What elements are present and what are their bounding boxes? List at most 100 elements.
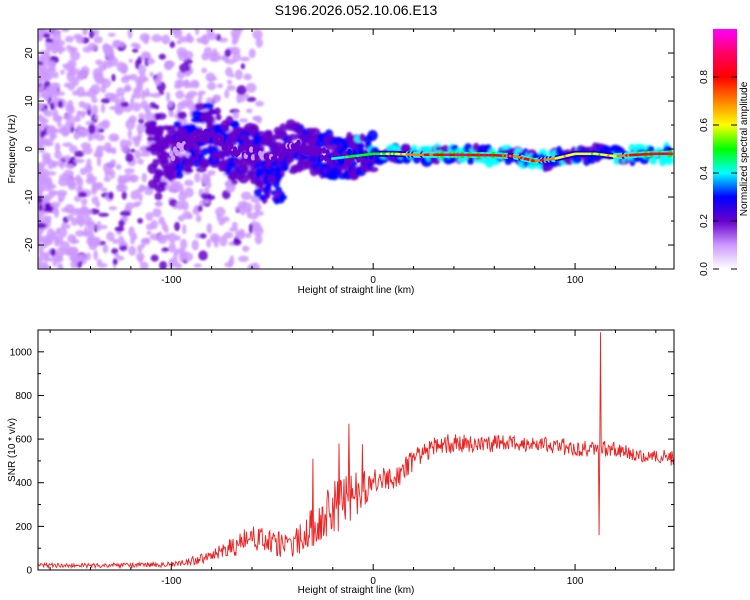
heatmap-halo-blob <box>213 107 221 115</box>
heatmap-noise-blob <box>201 34 210 46</box>
heatmap-noise-blob <box>184 93 195 100</box>
heatmap-noise-blob <box>240 191 252 201</box>
heatmap-noise-blob <box>206 97 213 105</box>
heatmap-noise-blob <box>147 57 156 65</box>
heatmap-noise-blob <box>62 142 73 148</box>
heatmap-noise-blob <box>46 126 57 137</box>
heatmap-noise-blob <box>142 77 149 82</box>
heatmap-noise-blob <box>130 235 135 245</box>
heatmap-y-tick-label: -10 <box>24 189 35 204</box>
heatmap-noise-blob <box>143 104 152 113</box>
heatmap-noise-blob <box>67 163 75 170</box>
heatmap-noise-blob <box>92 183 104 189</box>
heatmap-halo-blob <box>258 194 266 201</box>
heatmap-noise-blob <box>106 171 113 176</box>
heatmap-noise-blob <box>41 152 51 160</box>
snr-y-tick-label: 0 <box>26 566 32 577</box>
heatmap-noise-blob <box>68 256 77 261</box>
heatmap-noise-blob <box>88 123 96 135</box>
heatmap-halo-blob <box>199 158 210 169</box>
heatmap-noise-blob <box>120 210 131 217</box>
heatmap-noise-blob <box>169 41 176 48</box>
heatmap-noise-blob <box>77 191 88 198</box>
heatmap-halo-blob <box>169 169 179 180</box>
heatmap-noise-blob <box>206 82 217 91</box>
heatmap-noise-blob <box>64 35 74 43</box>
snr-y-tick-label: 200 <box>15 522 32 533</box>
heatmap-noise-blob <box>76 86 85 98</box>
heatmap-noise-blob <box>108 92 116 101</box>
heatmap-noise-blob <box>73 176 79 181</box>
heatmap-ridge-cell <box>345 156 350 164</box>
heatmap-noise-blob <box>172 180 182 191</box>
heatmap-noise-blob <box>242 245 250 252</box>
heatmap-noise-blob <box>127 29 133 39</box>
heatmap-ylabel: Frequency (Hz) <box>7 115 18 184</box>
heatmap-noise-blob <box>254 234 263 245</box>
heatmap-noise-blob <box>174 221 181 232</box>
heatmap-noise-blob <box>165 91 171 102</box>
heatmap-noise-blob <box>100 98 111 104</box>
heatmap-noise-blob <box>191 239 199 251</box>
heatmap-noise-blob <box>91 104 99 116</box>
heatmap-noise-blob <box>120 177 130 184</box>
colorbar-tick-label: 0.8 <box>699 70 710 84</box>
heatmap-halo-blob <box>279 123 287 134</box>
heatmap-noise-blob <box>111 73 116 82</box>
heatmap-noise-blob <box>108 191 114 200</box>
heatmap-ridge-cell <box>318 147 323 155</box>
heatmap-noise-blob <box>100 103 106 113</box>
heatmap-noise-blob <box>205 72 216 82</box>
heatmap-noise-blob <box>50 102 55 111</box>
heatmap-ridge-cell <box>227 147 232 155</box>
heatmap-ridge-cell <box>321 147 327 154</box>
heatmap-noise-blob <box>106 231 115 242</box>
heatmap-noise-blob <box>125 153 134 163</box>
heatmap-halo-blob <box>601 145 611 151</box>
heatmap-halo-blob <box>204 114 215 126</box>
heatmap-noise-blob <box>38 264 43 269</box>
heatmap-noise-blob <box>42 33 51 39</box>
heatmap-noise-blob <box>50 248 56 257</box>
heatmap-noise-blob <box>113 40 123 47</box>
heatmap-y-tick-label: 10 <box>24 95 35 107</box>
heatmap-noise-blob <box>141 172 148 183</box>
heatmap-halo-blob <box>320 163 328 169</box>
heatmap-ridge-cell <box>343 150 348 158</box>
heatmap-noise-blob <box>107 56 119 67</box>
heatmap-noise-blob <box>223 231 234 239</box>
heatmap-halo-blob <box>239 133 249 141</box>
heatmap-noise-blob <box>65 103 74 113</box>
heatmap-ridge-cell <box>189 132 194 139</box>
heatmap-noise-blob <box>70 64 75 76</box>
heatmap-noise-blob <box>44 202 51 210</box>
heatmap-noise-blob <box>82 146 93 155</box>
heatmap-noise-blob <box>53 71 59 79</box>
heatmap-noise-blob <box>150 219 158 230</box>
heatmap-noise-blob <box>41 61 49 67</box>
heatmap-noise-blob <box>120 76 130 84</box>
heatmap-noise-blob <box>57 100 63 108</box>
heatmap-noise-blob <box>176 81 183 88</box>
heatmap-noise-blob <box>74 150 85 158</box>
heatmap-noise-blob <box>226 85 236 91</box>
heatmap-noise-blob <box>115 87 126 98</box>
heatmap-noise-blob <box>73 158 85 164</box>
heatmap-noise-blob <box>63 125 71 136</box>
heatmap-y-tick-label: 20 <box>24 47 35 59</box>
heatmap-noise-blob <box>70 217 79 226</box>
heatmap-ridge-cell <box>203 128 208 136</box>
heatmap-noise-blob <box>93 71 104 83</box>
heatmap-halo-blob <box>287 133 300 141</box>
heatmap-noise-blob <box>136 252 145 262</box>
colorbar: 0.0 0.2 0.4 0.6 0.8 Normalized spectral ampl… <box>699 29 750 276</box>
heatmap-noise-blob <box>94 114 99 120</box>
heatmap-noise-blob <box>198 90 206 95</box>
heatmap-noise-blob <box>150 254 159 262</box>
snr-x-tick-label: 0 <box>370 576 376 587</box>
heatmap-halo-blob <box>467 157 475 165</box>
heatmap-noise-blob <box>184 70 191 77</box>
heatmap-noise-blob <box>82 29 88 36</box>
heatmap-noise-blob <box>130 148 136 153</box>
heatmap-ridge-cell <box>249 146 254 153</box>
